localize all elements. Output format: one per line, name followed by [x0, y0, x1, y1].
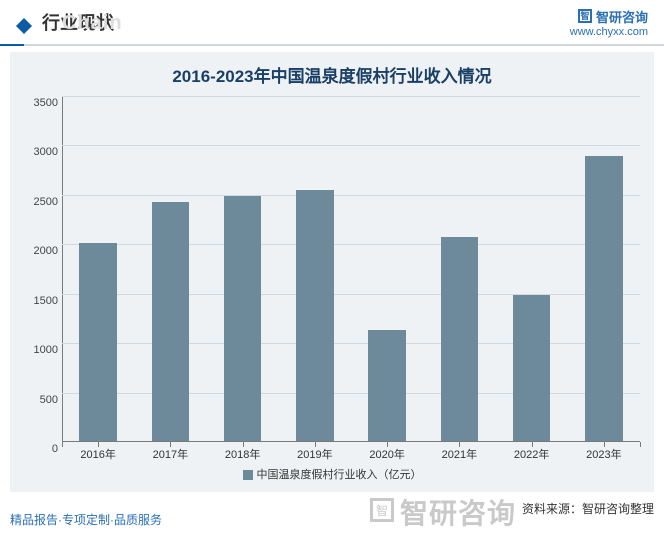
bar — [152, 202, 190, 441]
x-tick-label: 2022年 — [514, 446, 549, 462]
legend: 中国温泉度假村行业收入（亿元） — [10, 466, 654, 482]
gridline — [62, 343, 640, 344]
bar — [441, 237, 479, 441]
y-tick-label: 500 — [18, 394, 58, 406]
x-tick-label: 2017年 — [153, 446, 188, 462]
footer-right: 智 智研咨询 资料来源：智研咨询整理 — [370, 488, 654, 528]
x-tick-label: 2023年 — [586, 446, 621, 462]
gridline — [62, 96, 640, 97]
legend-label: 中国温泉度假村行业收入（亿元） — [257, 469, 422, 481]
x-tick-label: 2018年 — [225, 446, 260, 462]
bar — [79, 243, 117, 441]
brand-name: 智研咨询 — [596, 7, 648, 26]
gridline — [62, 393, 640, 394]
brand-url: www.chyxx.com — [570, 26, 648, 38]
y-tick-label: 2000 — [18, 245, 58, 257]
header-divider — [0, 44, 664, 46]
watermark-brand: 智研咨询 — [400, 492, 516, 532]
gridline — [62, 244, 640, 245]
y-axis — [62, 96, 63, 442]
y-tick-label: 3500 — [18, 97, 58, 109]
legend-swatch — [243, 470, 253, 480]
footer-left: 精品报告·专项定制·品质服务 — [10, 511, 162, 528]
gridline — [62, 195, 640, 196]
x-tick — [640, 442, 641, 447]
x-tick-label: 2019年 — [297, 446, 332, 462]
bar — [513, 295, 551, 441]
source-text: 资料来源：智研咨询整理 — [522, 500, 654, 517]
footer: 精品报告·专项定制·品质服务 智 智研咨询 资料来源：智研咨询整理 — [10, 488, 654, 528]
watermark-logo-icon: 智 — [370, 498, 394, 522]
chart-title: 2016-2023年中国温泉度假村行业收入情况 — [10, 52, 654, 87]
bar — [296, 190, 334, 441]
x-tick — [62, 442, 63, 447]
y-tick-label: 1000 — [18, 344, 58, 356]
brand-logo-icon: 智 — [578, 9, 592, 23]
bar — [368, 330, 406, 441]
brand-line: 智 智研咨询 — [570, 7, 648, 26]
x-tick-label: 2020年 — [369, 446, 404, 462]
gridline — [62, 294, 640, 295]
x-tick-label: 2016年 — [80, 446, 115, 462]
plot-area: 05001000150020002500300035002016年2017年20… — [62, 96, 640, 442]
y-tick-label: 1500 — [18, 295, 58, 307]
gridline — [62, 145, 640, 146]
bar — [585, 156, 623, 441]
diamond-icon — [16, 18, 32, 26]
y-tick-label: 3000 — [18, 146, 58, 158]
x-tick-label: 2021年 — [442, 446, 477, 462]
bar — [224, 196, 262, 441]
chart-container: 2016-2023年中国温泉度假村行业收入情况 0500100015002000… — [10, 52, 654, 492]
watermark-chain: Chain — [62, 12, 123, 35]
y-tick-label: 0 — [18, 443, 58, 455]
header-right: 智 智研咨询 www.chyxx.com — [570, 7, 648, 38]
y-tick-label: 2500 — [18, 196, 58, 208]
x-axis — [62, 441, 640, 442]
